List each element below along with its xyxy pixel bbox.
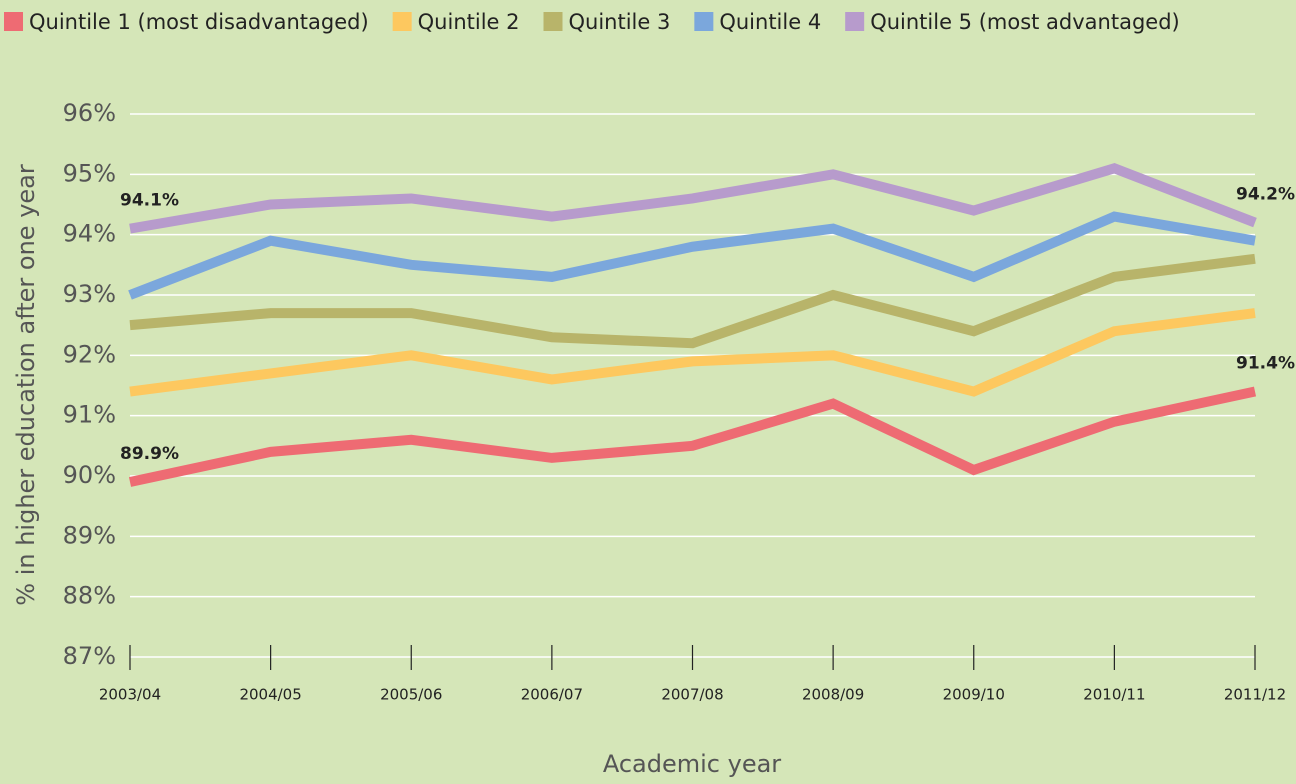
legend-swatch — [4, 12, 23, 31]
y-tick-label: 88% — [63, 582, 116, 610]
value-label: 89.9% — [120, 444, 179, 464]
y-tick-label: 87% — [63, 642, 116, 670]
x-tick-label: 2011/12 — [1224, 686, 1286, 704]
legend-swatch — [845, 12, 865, 31]
series-line — [129, 308, 1256, 397]
legend-label: Quintile 2 — [418, 10, 520, 34]
series-line — [129, 253, 1256, 349]
x-axis-title: Academic year — [603, 750, 781, 778]
y-tick-label: 89% — [63, 521, 116, 549]
legend-label: Quintile 4 — [719, 10, 821, 34]
legend-swatch — [543, 12, 563, 31]
value-label: 94.2% — [1236, 185, 1295, 205]
series-line — [129, 163, 1257, 234]
legend-swatch — [392, 12, 412, 31]
legend-label: Quintile 3 — [569, 10, 671, 34]
x-tick-label: 2006/07 — [521, 686, 583, 704]
x-tick-label: 2010/11 — [1083, 686, 1145, 704]
y-tick-label: 93% — [63, 280, 116, 308]
y-tick-label: 96% — [63, 99, 116, 127]
x-tick-label: 2008/09 — [802, 686, 864, 704]
legend-label: Quintile 5 (most advantaged) — [870, 10, 1180, 34]
y-tick-label: 91% — [63, 401, 116, 429]
y-axis-title: % in higher education after one year — [12, 164, 40, 606]
value-label: 91.4% — [1236, 354, 1295, 374]
y-tick-label: 92% — [63, 340, 116, 368]
x-tick-label: 2003/04 — [99, 686, 161, 704]
x-tick-label: 2005/06 — [380, 686, 442, 704]
series-line — [128, 386, 1257, 487]
y-tick-label: 90% — [63, 461, 116, 489]
y-tick-label: 95% — [63, 159, 116, 187]
x-tick-label: 2004/05 — [239, 686, 301, 704]
legend-label: Quintile 1 (most disadvantaged) — [29, 10, 369, 34]
y-tick-label: 94% — [63, 220, 116, 248]
x-tick-label: 2009/10 — [943, 686, 1005, 704]
legend-swatch — [694, 12, 714, 31]
series-line — [128, 211, 1256, 300]
x-tick-label: 2007/08 — [661, 686, 723, 704]
value-label: 94.1% — [120, 191, 179, 211]
